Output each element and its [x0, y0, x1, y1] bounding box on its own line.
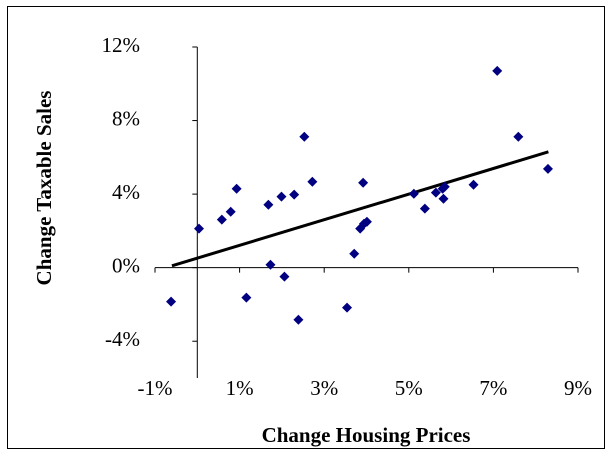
x-tick-label: 9% [564, 376, 592, 400]
scatter-point [542, 163, 553, 174]
x-tick-label: 7% [479, 376, 507, 400]
trendline [171, 150, 549, 268]
x-tick-label: 5% [395, 376, 423, 400]
scatter-point [408, 188, 419, 199]
scatter-point [342, 302, 353, 313]
x-tick-label: 3% [310, 376, 338, 400]
x-axis-title: Change Housing Prices [262, 423, 471, 447]
y-tick-label: 12% [102, 33, 141, 57]
y-tick-label: 8% [112, 106, 140, 130]
scatter-point [265, 259, 276, 270]
scatter-point [307, 176, 318, 187]
y-axis-title: Change Taxable Sales [32, 91, 56, 286]
scatter-point [193, 223, 204, 234]
scatter-point [358, 177, 369, 188]
scatter-point [419, 203, 430, 214]
scatter-point [166, 296, 177, 307]
scatter-point [276, 191, 287, 202]
scatter-point [225, 206, 236, 217]
scatter-point [241, 292, 252, 303]
scatter-point [289, 189, 300, 200]
scatter-point [361, 216, 372, 227]
scatter-point [513, 131, 524, 142]
scatter-point [439, 181, 450, 192]
scatter-point [263, 199, 274, 210]
x-tick-label: 1% [226, 376, 254, 400]
scatter-point [299, 131, 310, 142]
scatter-point [216, 214, 227, 225]
scatter-point [279, 271, 290, 282]
y-tick-label: -4% [105, 327, 140, 351]
scatter-point [438, 193, 449, 204]
scatter-point [349, 248, 360, 259]
scatter-point [430, 187, 441, 198]
chart-border [7, 6, 605, 449]
scatter-point [468, 179, 479, 190]
y-tick-label: 0% [112, 253, 140, 277]
x-tick-label: -1% [138, 376, 173, 400]
y-tick-label: 4% [112, 180, 140, 204]
scatter-point [293, 314, 304, 325]
scatter-point [231, 183, 242, 194]
scatter-point [492, 65, 503, 76]
